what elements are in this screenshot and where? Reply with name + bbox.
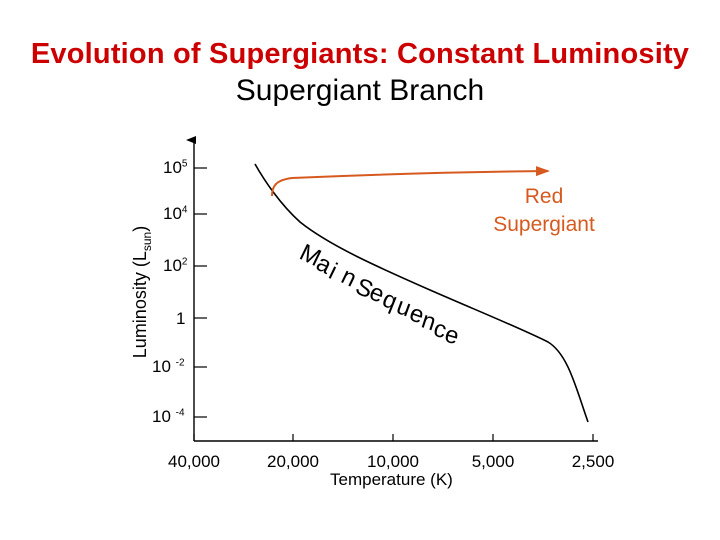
slide-title: Evolution of Supergiants: Constant Lumin… — [30, 38, 690, 70]
x-tick-label: 10,000 — [367, 452, 419, 471]
y-tick-label: 102 — [163, 256, 188, 275]
x-tick-label: 2,500 — [571, 452, 615, 471]
main-sequence-curve — [254, 163, 589, 423]
x-tick-label: 40,000 — [168, 452, 220, 471]
x-tick-label: 5,000 — [471, 452, 515, 471]
red-supergiant-label: Red Supergiant — [493, 185, 595, 236]
y-tick-label: 10 -4 — [152, 407, 185, 426]
y-axis-label: Luminosity (Lsun) — [130, 225, 154, 359]
y-tick-label: 10 -2 — [152, 357, 185, 376]
y-tick-label: 1 — [176, 309, 186, 328]
supergiant-track — [271, 166, 550, 197]
x-tick-label: 20,000 — [267, 452, 319, 471]
x-tick-marks — [193, 434, 594, 441]
y-tick-marks — [194, 167, 207, 418]
y-tick-label: 104 — [163, 204, 188, 223]
y-tick-label: 105 — [163, 158, 188, 177]
x-axis-label: Temperature (K) — [330, 470, 453, 489]
slide-subtitle: Supergiant Branch — [235, 74, 485, 107]
